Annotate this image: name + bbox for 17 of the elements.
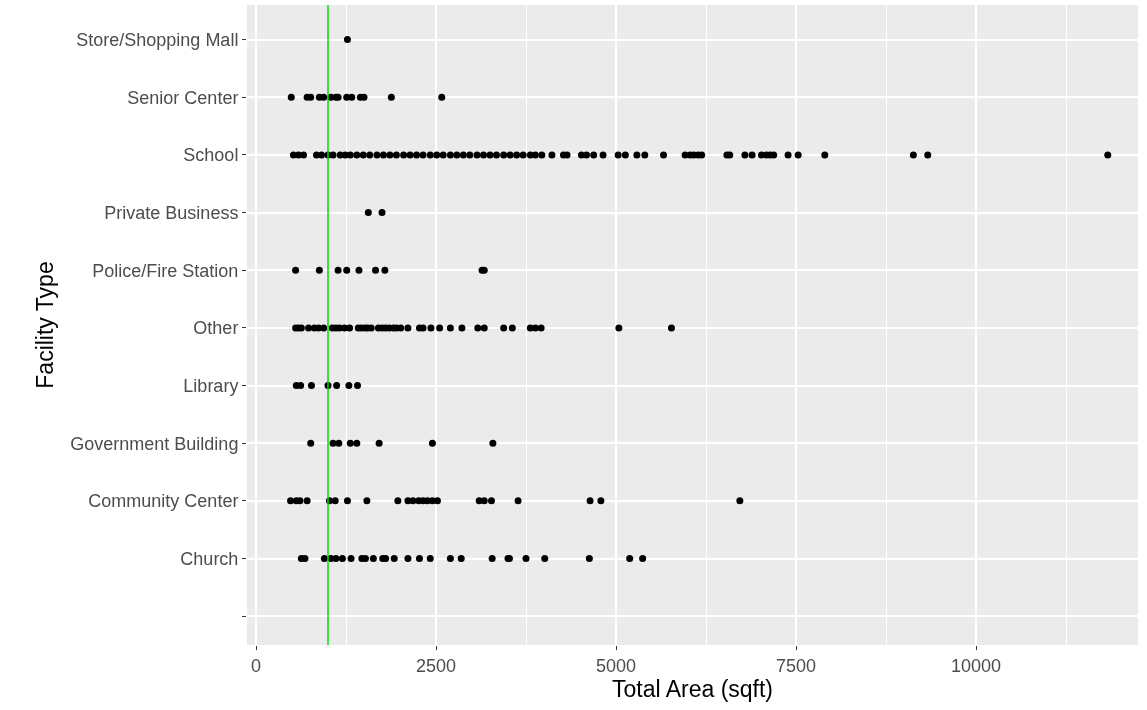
y-tick-label: Government Building <box>70 433 239 454</box>
y-tick-label: Other <box>193 318 239 339</box>
y-tick-label: Community Center <box>88 491 239 512</box>
y-tick-label: Police/Fire Station <box>92 260 239 281</box>
y-tick-label: Library <box>183 375 239 396</box>
y-tick-label: Private Business <box>104 202 239 223</box>
y-tick-label: School <box>183 145 239 166</box>
y-tick-label: Store/Shopping Mall <box>76 29 239 50</box>
x-tick-label: 2500 <box>415 655 457 676</box>
x-tick-label: 5000 <box>595 655 637 676</box>
y-axis-title: Facility Type <box>31 261 58 389</box>
x-tick-label: 0 <box>250 655 262 676</box>
x-tick-label: 7500 <box>775 655 817 676</box>
x-tick-label: 10000 <box>950 655 1002 676</box>
x-axis-title: Total Area (sqft) <box>611 675 774 702</box>
y-tick-label: Church <box>180 548 239 569</box>
y-tick-label: Senior Center <box>127 87 239 108</box>
